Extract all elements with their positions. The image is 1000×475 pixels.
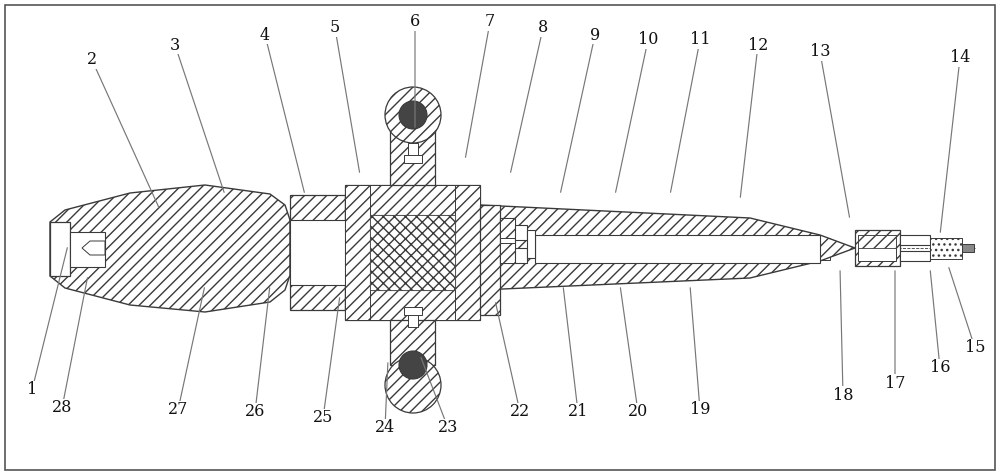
Circle shape xyxy=(385,87,441,143)
Bar xyxy=(500,218,515,238)
Text: 14: 14 xyxy=(950,49,970,66)
Bar xyxy=(345,185,480,320)
Text: 27: 27 xyxy=(168,401,188,418)
Bar xyxy=(390,130,435,185)
Bar xyxy=(290,195,345,310)
Bar xyxy=(345,185,370,320)
Text: 20: 20 xyxy=(628,403,648,420)
Bar xyxy=(930,238,962,259)
Text: 16: 16 xyxy=(930,360,950,377)
Text: 13: 13 xyxy=(810,44,830,60)
Bar xyxy=(370,215,455,290)
Bar xyxy=(515,225,527,240)
Bar xyxy=(408,143,418,163)
Bar xyxy=(962,244,974,252)
Bar xyxy=(345,265,480,320)
Bar xyxy=(858,235,896,261)
Text: 25: 25 xyxy=(313,409,333,427)
Text: 10: 10 xyxy=(638,31,658,48)
Bar xyxy=(900,235,930,245)
Text: 6: 6 xyxy=(410,13,420,30)
Text: 3: 3 xyxy=(170,37,180,54)
Text: 23: 23 xyxy=(438,419,458,437)
Text: 11: 11 xyxy=(690,31,710,48)
Text: 8: 8 xyxy=(538,19,548,37)
Text: 17: 17 xyxy=(885,374,905,391)
Bar xyxy=(500,243,515,263)
Bar xyxy=(527,230,535,258)
Text: 28: 28 xyxy=(52,399,72,417)
Bar xyxy=(480,205,500,315)
Bar xyxy=(290,220,345,285)
Bar xyxy=(105,238,830,260)
Bar xyxy=(515,248,527,263)
Bar xyxy=(70,232,105,267)
Bar xyxy=(390,320,435,365)
Text: 2: 2 xyxy=(87,51,97,68)
Text: 24: 24 xyxy=(375,419,395,437)
Text: 7: 7 xyxy=(485,13,495,30)
Bar xyxy=(345,185,480,215)
Polygon shape xyxy=(480,205,855,290)
Bar xyxy=(404,155,422,163)
Text: 4: 4 xyxy=(260,27,270,44)
Circle shape xyxy=(399,101,427,129)
Bar xyxy=(855,230,900,266)
Text: 1: 1 xyxy=(27,381,37,399)
Polygon shape xyxy=(82,241,105,255)
Text: 21: 21 xyxy=(568,403,588,420)
Bar xyxy=(858,235,896,248)
Bar xyxy=(408,307,418,327)
Circle shape xyxy=(399,351,427,379)
Bar xyxy=(900,251,930,261)
Bar xyxy=(455,185,480,320)
Text: 19: 19 xyxy=(690,401,710,418)
Polygon shape xyxy=(50,185,290,312)
Text: 12: 12 xyxy=(748,37,768,54)
Bar xyxy=(535,235,820,263)
Text: 18: 18 xyxy=(833,387,853,403)
Bar xyxy=(50,222,70,276)
Text: 26: 26 xyxy=(245,403,265,420)
Circle shape xyxy=(385,357,441,413)
Text: 15: 15 xyxy=(965,340,985,357)
Bar xyxy=(370,215,455,290)
Text: 9: 9 xyxy=(590,27,600,44)
Text: 22: 22 xyxy=(510,403,530,420)
Text: 5: 5 xyxy=(330,19,340,37)
Bar xyxy=(500,218,515,263)
Bar xyxy=(404,307,422,315)
